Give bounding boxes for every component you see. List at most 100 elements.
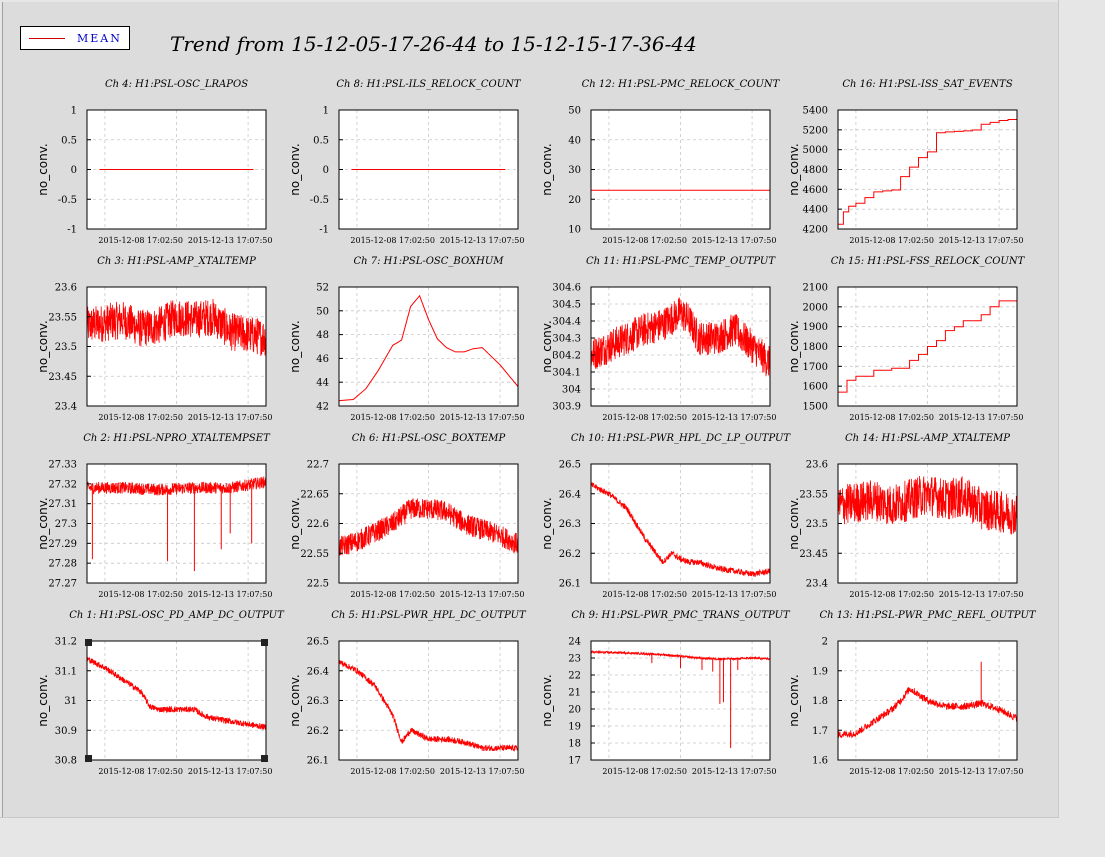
x-tick-label: 2015-12-08 17:02:50 [602, 590, 687, 599]
chart-2: Ch 8: H1:PSL-ILS_RELOCK_COUNT 1 0.5 0 -0.5 -1… [288, 79, 525, 245]
chart-4: Ch 16: H1:PSL-ISS_SAT_EVENTS 5400 5200 5000… [787, 79, 1024, 245]
x-tick-label: 2015-12-13 17:07:50 [692, 590, 777, 599]
y-tick-label: 1.9 [812, 666, 828, 677]
x-tick-label: 2015-12-08 17:02:50 [602, 767, 687, 776]
chart-12: Ch 14: H1:PSL-AMP_XTALTEMP 23.6 23.55 23.5 2… [787, 433, 1024, 599]
series-line-mean [86, 476, 267, 496]
x-tick-label: 2015-12-13 17:07:50 [440, 236, 525, 245]
x-tick-label: 2015-12-08 17:02:50 [350, 413, 435, 422]
y-tick-label: -0.5 [310, 195, 329, 206]
chart-title: Ch 7: H1:PSL-OSC_BOXHUM [354, 256, 505, 267]
y-tick-label: 50 [568, 106, 581, 117]
y-tick-label: 26.1 [559, 579, 581, 590]
y-tick-label: 26.5 [559, 460, 581, 471]
chart-13-selected: Ch 1: H1:PSL-OSC_PD_AMP_DC_OUTPUT 31.2 31.… [36, 610, 285, 776]
y-tick-label: 22.55 [300, 549, 329, 560]
y-tick-label: 31 [64, 696, 77, 707]
y-tick-label: 4800 [803, 165, 828, 176]
y-tick-label: 2000 [803, 302, 828, 313]
selection-handle [261, 755, 268, 762]
y-tick-label: 23.6 [55, 283, 77, 294]
x-tick-label: 2015-12-08 17:02:50 [849, 236, 934, 245]
panel-divider-horizontal [0, 817, 1058, 818]
series-line-mean [838, 117, 1018, 225]
y-tick-label: 24 [568, 637, 581, 648]
y-tick-label: 23.45 [48, 372, 77, 383]
y-tick-label: 50 [316, 306, 329, 317]
y-tick-label: 20 [568, 705, 581, 716]
chart-title: Ch 8: H1:PSL-ILS_RELOCK_COUNT [336, 79, 521, 90]
y-axis-label: no_conv. [787, 143, 801, 195]
y-tick-label: 22.6 [307, 519, 329, 530]
series-line-mean [837, 475, 1018, 535]
y-tick-label: 23.55 [799, 489, 828, 500]
y-axis-label: no_conv. [288, 497, 302, 549]
chart-15: Ch 9: H1:PSL-PWR_PMC_TRANS_OUTPUT 24 23 22 2… [540, 610, 791, 776]
y-tick-label: 31.2 [55, 637, 77, 648]
y-tick-label: 26.3 [559, 519, 581, 530]
y-axis-label: no_conv. [540, 497, 554, 549]
chart-title: Ch 12: H1:PSL-PMC_RELOCK_COUNT [582, 79, 781, 90]
y-tick-label: 23.55 [48, 312, 77, 323]
y-tick-label: 23.4 [806, 579, 828, 590]
x-tick-label: 2015-12-13 17:07:50 [440, 590, 525, 599]
x-tick-label: 2015-12-13 17:07:50 [692, 413, 777, 422]
chart-page-title: Trend from 15-12-05-17-26-44 to 15-12-15… [170, 32, 697, 56]
y-tick-label: 1500 [803, 402, 828, 413]
y-tick-label: 17 [568, 756, 581, 767]
chart-title: Ch 3: H1:PSL-AMP_XTALTEMP [97, 256, 256, 267]
chart-10: Ch 6: H1:PSL-OSC_BOXTEMP 22.7 22.65 22.6 22.… [288, 433, 525, 599]
y-tick-label: 23.5 [55, 342, 77, 353]
selection-handle [261, 639, 268, 646]
y-axis-label: no_conv. [787, 320, 801, 372]
y-axis-label: no_conv. [787, 497, 801, 549]
y-axis-label: no_conv. [36, 674, 50, 726]
y-tick-label: 23.5 [806, 519, 828, 530]
y-tick-label: 5000 [803, 145, 828, 156]
y-tick-label: 26.5 [307, 637, 329, 648]
legend: MEAN [20, 26, 130, 50]
legend-line-swatch [29, 38, 65, 39]
y-tick-label: 46 [316, 354, 329, 365]
x-tick-label: 2015-12-08 17:02:50 [350, 767, 435, 776]
series-line-mean [590, 481, 771, 577]
y-axis-label: no_conv. [36, 497, 50, 549]
y-tick-label: 1.7 [812, 726, 828, 737]
x-tick-label: 2015-12-08 17:02:50 [849, 413, 934, 422]
y-tick-label: 1.8 [812, 696, 828, 707]
y-tick-label: 304 [562, 385, 581, 396]
y-tick-label: 304.5 [552, 300, 581, 311]
y-tick-label: 30.9 [55, 726, 77, 737]
chart-title: Ch 14: H1:PSL-AMP_XTALTEMP [845, 433, 1010, 444]
y-tick-label: 23.6 [806, 460, 828, 471]
y-tick-label: 27.32 [48, 479, 77, 490]
y-tick-label: -0.5 [58, 195, 77, 206]
x-tick-label: 2015-12-08 17:02:50 [350, 590, 435, 599]
x-tick-label: 2015-12-08 17:02:50 [849, 590, 934, 599]
y-tick-label: 0.5 [61, 135, 77, 146]
series-line-mean [838, 297, 1018, 393]
y-tick-label: 40 [568, 135, 581, 146]
chart-9: Ch 2: H1:PSL-NPRO_XTALTEMPSET 27.33 27.32 2… [36, 433, 273, 599]
y-axis-label: no_conv. [36, 143, 50, 195]
series-line-mean [837, 687, 1018, 739]
chart-8: Ch 15: H1:PSL-FSS_RELOCK_COUNT 2100 2000 19… [787, 256, 1026, 422]
y-tick-label: 4400 [803, 205, 828, 216]
y-tick-label: 23.45 [799, 549, 828, 560]
x-tick-label: 2015-12-13 17:07:50 [440, 413, 525, 422]
y-tick-label: 26.1 [307, 756, 329, 767]
y-tick-label: 26.2 [559, 549, 581, 560]
y-tick-label: 303.9 [552, 402, 581, 413]
y-tick-label: 4200 [803, 225, 828, 236]
y-tick-label: -1 [67, 225, 77, 236]
series-line-mean [338, 659, 519, 753]
y-tick-label: 1.6 [812, 756, 828, 767]
y-tick-label: 22.7 [307, 460, 329, 471]
chart-1: Ch 4: H1:PSL-OSC_LRAPOS 1 0.5 0 -0.5 -1 2015-1… [36, 79, 273, 245]
x-tick-label: 2015-12-08 17:02:50 [98, 413, 183, 422]
series-line-mean [338, 294, 519, 402]
chart-16: Ch 13: H1:PSL-PWR_PMC_REFL_OUTPUT 2 1.9 1.8… [787, 610, 1037, 776]
x-tick-label: 2015-12-13 17:07:50 [188, 590, 273, 599]
y-tick-label: 304.6 [552, 283, 581, 294]
series-line-mean [338, 498, 519, 556]
